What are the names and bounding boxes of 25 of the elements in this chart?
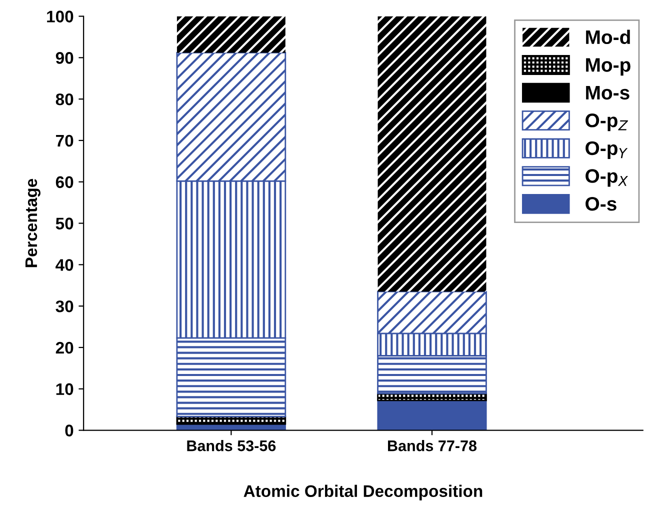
- y-tick-label: 90: [56, 52, 74, 64]
- y-tick-label: 40: [56, 259, 74, 271]
- y-tick-label: 60: [56, 176, 74, 188]
- y-tick-label: 30: [56, 300, 74, 312]
- y-tick-label: 70: [56, 134, 74, 147]
- y-tick-label: 0: [65, 424, 74, 436]
- legend-label: Mo-p: [586, 58, 630, 76]
- bar: [377, 400, 487, 430]
- legend-label: O-s: [586, 196, 616, 211]
- y-tick-label: 10: [56, 383, 74, 396]
- y-axis-title: Percentage: [25, 178, 40, 268]
- bar: [176, 16, 286, 53]
- y-tick-label: 80: [56, 93, 74, 106]
- legend-label: O-p$_{Z}$: [586, 114, 628, 132]
- legend-label: O-p$_{Y}$: [586, 141, 628, 159]
- x-axis-title: Atomic Orbital Decomposition: [244, 484, 482, 500]
- y-tick-label: 100: [47, 10, 74, 22]
- y-tick-label: 50: [56, 218, 74, 230]
- legend-label: O-p$_{X}$: [586, 169, 628, 187]
- legend-label: Mo-d: [586, 30, 630, 44]
- bar: [378, 16, 486, 292]
- y-tick-label: 20: [56, 342, 74, 354]
- x-tick-label: Bands 77-78: [388, 440, 477, 452]
- legend-label: Mo-s: [586, 86, 630, 100]
- x-tick-label: Bands 53-56: [187, 440, 276, 452]
